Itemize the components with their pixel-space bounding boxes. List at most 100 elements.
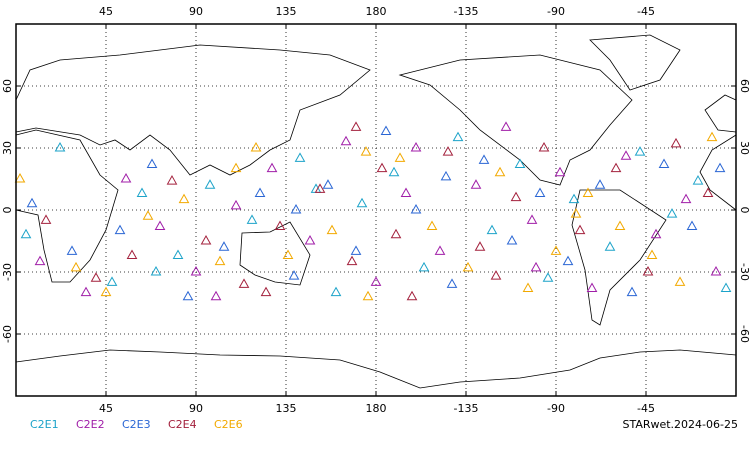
data-point (214, 255, 226, 266)
data-point (136, 187, 148, 197)
data-point (478, 154, 490, 164)
data-point (282, 249, 294, 259)
data-point (674, 276, 686, 286)
data-point (230, 199, 242, 210)
data-point (486, 224, 498, 235)
points (14, 121, 732, 301)
data-point (34, 255, 46, 266)
data-point (442, 146, 454, 156)
data-point (582, 187, 594, 197)
data-point (586, 282, 598, 293)
x-tick-label: 135 (276, 5, 297, 18)
data-point (702, 187, 714, 197)
data-point (500, 121, 512, 131)
data-point (692, 175, 704, 185)
data-point (218, 241, 230, 251)
data-point (230, 162, 242, 173)
australia (239, 221, 311, 286)
data-point (574, 224, 586, 235)
data-point (80, 286, 92, 297)
data-point (400, 187, 412, 197)
data-point (200, 234, 212, 245)
data-point (106, 276, 118, 286)
data-point (426, 220, 438, 231)
data-point (66, 245, 78, 255)
data-point (434, 245, 446, 255)
y-tick-label: -30 (1, 263, 14, 281)
y-tick-label: 60 (738, 79, 750, 93)
x-tick-label: -135 (454, 5, 479, 18)
antarctica (15, 349, 737, 389)
data-point (568, 193, 580, 204)
data-point (238, 278, 250, 288)
x-tick-label: 90 (189, 402, 203, 415)
data-point (526, 214, 538, 224)
data-point (634, 146, 646, 156)
x-tick-label: 180 (366, 402, 387, 415)
data-point (330, 286, 342, 297)
west-europe-africa (699, 94, 737, 211)
data-point (340, 135, 352, 146)
data-point (150, 265, 162, 276)
data-point (204, 179, 216, 189)
north-america (398, 54, 633, 186)
data-point (686, 220, 698, 231)
south-america (571, 189, 667, 326)
data-point (350, 245, 362, 255)
data-point (594, 179, 606, 189)
data-point (418, 261, 430, 272)
data-point (290, 203, 302, 214)
data-point (346, 255, 358, 266)
y-tick-label: 30 (1, 141, 14, 155)
data-point (322, 179, 334, 189)
data-point (260, 286, 272, 297)
data-point (250, 141, 262, 152)
data-point (550, 245, 562, 255)
data-point (410, 141, 422, 152)
data-point (26, 197, 38, 208)
data-point (20, 228, 32, 239)
data-point (294, 152, 306, 162)
data-point (288, 270, 300, 280)
data-point (626, 286, 638, 297)
data-point (554, 166, 566, 177)
data-point (14, 172, 26, 183)
data-point (210, 290, 222, 301)
x-tick-label: -90 (547, 5, 565, 18)
data-point (604, 241, 616, 251)
data-point (658, 158, 670, 169)
data-point (680, 193, 692, 204)
legend-entry: C2E1 (30, 418, 59, 431)
data-point (538, 141, 550, 152)
data-point (714, 162, 726, 173)
data-point (380, 125, 392, 135)
data-point (182, 290, 194, 301)
data-point (646, 249, 658, 259)
data-point (614, 220, 626, 231)
data-point (406, 290, 418, 301)
data-point (190, 265, 202, 276)
data-point (474, 241, 486, 251)
frame (15, 23, 737, 397)
data-point (376, 162, 388, 173)
coastlines (15, 34, 737, 389)
legend-entry: C2E2 (76, 418, 105, 431)
data-point (642, 265, 654, 276)
data-point (390, 228, 402, 239)
legend-entry: C2E6 (214, 418, 243, 431)
data-point (670, 137, 682, 148)
data-point (522, 282, 534, 293)
data-point (360, 146, 372, 156)
data-point (514, 158, 526, 169)
data-point (40, 214, 52, 224)
data-point (706, 131, 718, 142)
data-point (178, 193, 190, 204)
annotation: STARwet.2024-06-25 (622, 418, 738, 431)
data-point (90, 272, 102, 282)
x-tick-label: -90 (547, 402, 565, 415)
data-point (494, 166, 506, 177)
data-point (620, 150, 632, 160)
data-point (356, 197, 368, 208)
